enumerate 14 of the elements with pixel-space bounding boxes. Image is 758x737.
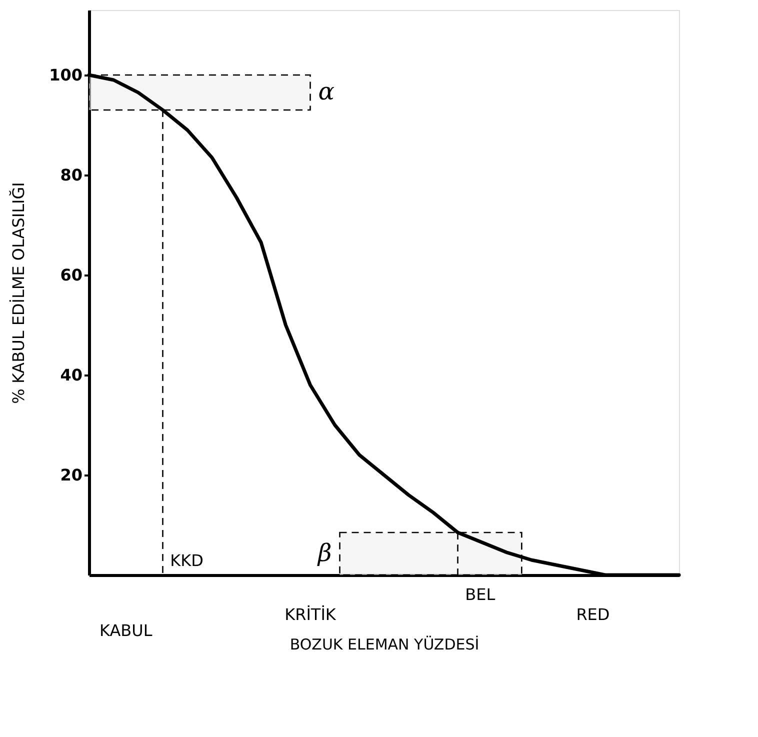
text: KABUL bbox=[99, 621, 152, 640]
y-axis-title: % KABUL EDİLME OLASILIĞI bbox=[9, 182, 28, 404]
y-tick-label: 60 bbox=[60, 266, 82, 284]
annotation: KKD bbox=[170, 551, 204, 570]
y-tick-label: 80 bbox=[60, 166, 82, 184]
y-tick-label: 100 bbox=[49, 66, 82, 84]
x-axis-title: BOZUK ELEMAN YÜZDESİ bbox=[290, 636, 480, 654]
text: RED bbox=[576, 605, 610, 624]
band-label: α bbox=[318, 78, 334, 106]
band-label: β bbox=[316, 538, 332, 567]
text: KRİTİK bbox=[284, 605, 336, 624]
y-tick-label: 20 bbox=[60, 466, 82, 484]
y-tick-label: 40 bbox=[60, 366, 82, 384]
text: BEL bbox=[465, 585, 496, 604]
